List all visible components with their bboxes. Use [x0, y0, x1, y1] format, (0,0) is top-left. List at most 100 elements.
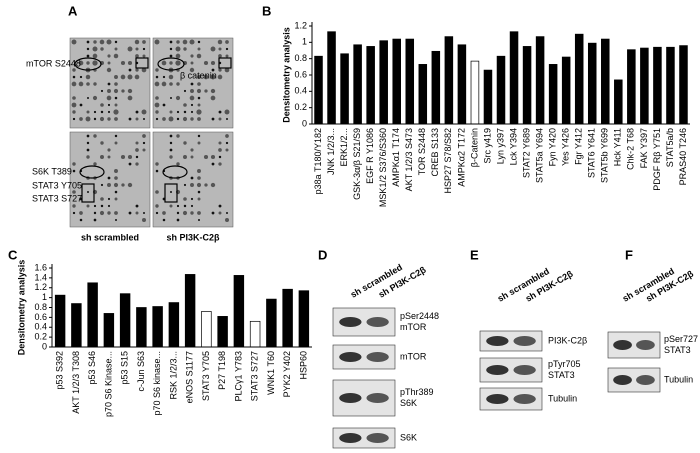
bar: [392, 38, 401, 125]
array-spot: [225, 211, 229, 215]
array-spot: [218, 162, 222, 166]
blot: [479, 387, 543, 411]
array-spot: [169, 82, 173, 86]
array-spot: [72, 117, 76, 121]
x-tick-label: ERK1/2...: [339, 128, 349, 167]
highlight-ellipse: [79, 165, 105, 179]
array-spot: [100, 204, 104, 208]
array-spot: [85, 74, 91, 80]
array-spot: [99, 210, 105, 216]
array-spot: [93, 204, 97, 208]
array-spot: [107, 54, 111, 58]
band: [486, 336, 509, 346]
array-spot: [210, 182, 216, 188]
array-spot: [135, 211, 139, 215]
x-tick-label: PYK2 Y402: [282, 351, 292, 397]
array-spot: [86, 82, 90, 86]
row-label: β catenin: [180, 70, 217, 80]
array-spot: [218, 211, 222, 215]
x-tick-label: Lyn y397: [495, 128, 505, 164]
array-spot: [169, 96, 173, 100]
blot-label: Tubulin: [664, 374, 693, 384]
bar: [217, 316, 228, 348]
array-spot: [100, 47, 104, 51]
array-spot: [135, 47, 139, 51]
array-spot: [114, 47, 118, 51]
array-spot: [211, 162, 215, 166]
array-spot: [106, 39, 112, 45]
x-tick-label: FAK Y397: [639, 128, 649, 168]
x-tick-label: Yes Y426: [561, 128, 571, 166]
array-spot: [72, 96, 76, 100]
bar: [266, 298, 277, 348]
blot: [332, 427, 396, 449]
array-spot: [92, 46, 98, 52]
array-spot: [135, 148, 139, 152]
array-spot: [218, 68, 222, 72]
array-spot: [127, 88, 133, 94]
array-spot: [197, 141, 201, 145]
array-spot: [92, 60, 98, 66]
array-spot: [190, 183, 194, 187]
array-spot: [113, 53, 119, 59]
array-spot: [190, 54, 194, 58]
array-spot: [92, 95, 98, 101]
array-spot: [100, 110, 104, 114]
array-spot: [182, 116, 188, 122]
array-spot: [211, 117, 215, 121]
x-tick-label: HSP27 S78/S82: [443, 128, 453, 194]
array-spot: [176, 204, 180, 208]
bar: [314, 55, 323, 125]
array-spot: [114, 169, 118, 173]
array-spot: [142, 47, 146, 51]
array-spot: [183, 103, 187, 107]
blot-label: Tubulin: [548, 393, 577, 403]
array-spot: [176, 162, 180, 166]
array-spot: [196, 109, 202, 115]
array-spot: [86, 47, 90, 51]
blot-label: STAT3: [548, 370, 575, 380]
array-spot: [203, 74, 209, 80]
array-spot: [197, 211, 201, 215]
array-spot: [86, 40, 90, 44]
x-tick-label: STAT3 Y705: [201, 351, 211, 401]
array-spot: [155, 75, 159, 79]
array-spot: [135, 204, 139, 208]
array-spot: [127, 154, 133, 160]
array-spot: [155, 117, 159, 121]
array-spot: [190, 197, 194, 201]
array-spot: [155, 68, 159, 72]
x-tick-label: p70 S6 Kinase...: [103, 351, 113, 417]
array-spot: [128, 117, 132, 121]
array-spot: [106, 67, 112, 73]
band: [366, 393, 389, 403]
bar: [653, 46, 662, 125]
array-spot: [72, 68, 76, 72]
array-spot: [154, 102, 160, 108]
bar: [561, 56, 571, 125]
bar: [201, 311, 212, 348]
bar: [679, 45, 688, 125]
array-spot: [169, 61, 173, 65]
x-tick-label: AKT 1/2/3 T308: [71, 351, 81, 414]
array-spot: [189, 67, 195, 73]
row-label: STAT3 Y705: [32, 180, 82, 190]
array-spot: [190, 110, 194, 114]
array-spot: [127, 95, 133, 101]
array-spot: [127, 46, 133, 52]
x-tick-label: HSP60: [298, 351, 308, 380]
array-spot: [78, 60, 84, 66]
array-spot: [224, 109, 230, 115]
array-spot: [210, 88, 216, 94]
array-spot: [155, 110, 159, 114]
array-spot: [71, 81, 77, 87]
y-tick-label: 0.2: [34, 332, 47, 342]
array-spot: [176, 40, 180, 44]
array-spot: [190, 204, 194, 208]
array-spot: [113, 109, 119, 115]
x-tick-label: STAT3 S727: [250, 351, 260, 401]
bar: [71, 303, 82, 348]
array-image: [152, 131, 234, 228]
array-spot: [210, 95, 216, 101]
array-spot: [107, 155, 111, 159]
